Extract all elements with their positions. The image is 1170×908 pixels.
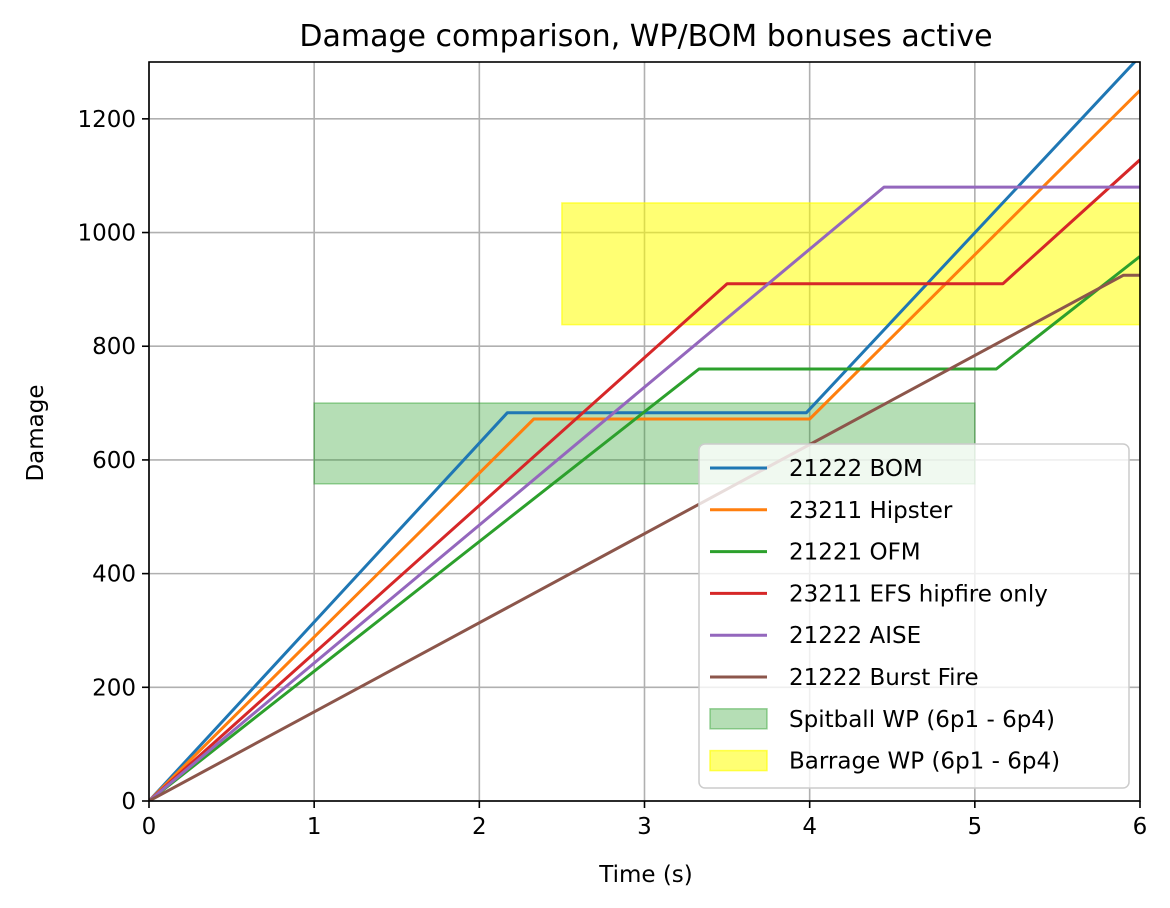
series-line-23211-hipster [149, 89, 1140, 801]
y-tick-label: 0 [121, 789, 136, 815]
legend-label: Spitball WP (6p1 - 6p4) [789, 707, 1055, 733]
legend-label: 23211 EFS hipfire only [789, 581, 1048, 607]
x-tick-label: 4 [802, 814, 817, 840]
axis-ticks: 0 1 2 3 4 5 6 0 200 400 600 800 1000 1200 [77, 107, 1147, 840]
chart-title: Damage comparison, WP/BOM bonuses active [299, 19, 992, 54]
y-axis-label: Damage [23, 384, 49, 481]
legend-label: Barrage WP (6p1 - 6p4) [789, 749, 1060, 775]
y-tick-label: 600 [92, 448, 136, 474]
legend-label: 21221 OFM [789, 540, 921, 566]
shaded-bands [313, 202, 1141, 485]
series-line-21222-bom [149, 62, 1137, 801]
x-axis-label: Time (s) [598, 862, 693, 888]
y-tick-label: 800 [92, 334, 136, 360]
y-tick-label: 1000 [77, 221, 136, 247]
x-tick-label: 5 [968, 814, 983, 840]
legend-box [698, 443, 1130, 789]
legend-label: 23211 Hipster [789, 498, 953, 524]
legend-label: 21222 Burst Fire [789, 665, 979, 691]
series-lines [149, 62, 1140, 801]
y-tick-label: 400 [92, 562, 136, 588]
series-line-21222-burst-fire [149, 273, 1140, 801]
x-tick-label: 1 [307, 814, 322, 840]
x-tick-label: 0 [142, 814, 157, 840]
y-tick-label: 1200 [77, 107, 136, 133]
legend-patch-swatch [709, 708, 768, 730]
legend-patch-swatch [709, 749, 768, 772]
legend-label: 21222 AISE [789, 623, 921, 649]
series-line-23211-efs-hipfire-only [149, 158, 1140, 801]
legend: 21222 BOM 23211 Hipster 21221 OFM 23211 EFS… [698, 443, 1130, 789]
x-tick-label: 6 [1133, 814, 1148, 840]
y-tick-label: 200 [92, 675, 136, 701]
x-tick-label: 3 [637, 814, 652, 840]
legend-label: 21222 BOM [789, 456, 923, 482]
series-line-21221-ofm [149, 255, 1140, 801]
series-line-21222-aise [149, 185, 1140, 801]
band-barrage [561, 202, 1141, 326]
x-tick-label: 2 [472, 814, 487, 840]
